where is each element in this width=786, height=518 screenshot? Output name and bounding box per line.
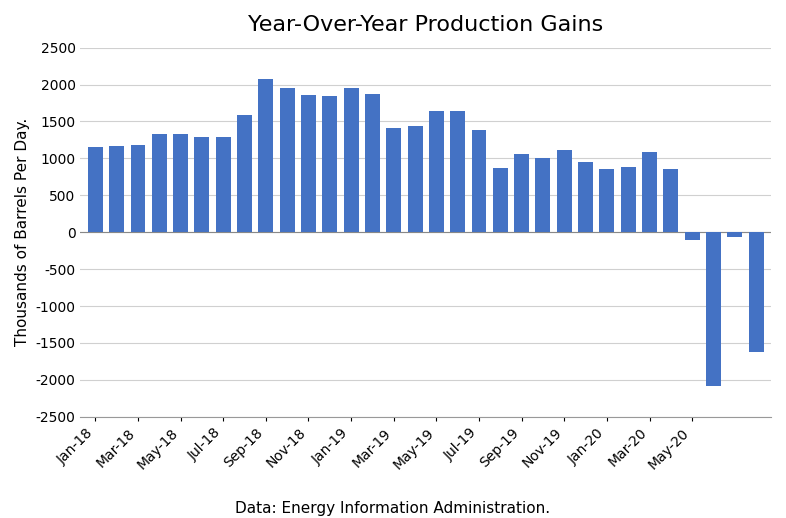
Bar (280, 88, 295, 232)
Bar (259, 79, 274, 232)
Bar (194, 137, 209, 232)
Bar (322, 96, 337, 232)
Bar (578, 162, 593, 232)
Title: Year-Over-Year Production Gains: Year-Over-Year Production Gains (248, 15, 604, 35)
Bar (237, 115, 252, 232)
Bar (301, 95, 316, 232)
Bar (365, 94, 380, 232)
Bar (706, 232, 721, 386)
Bar (130, 146, 145, 232)
Bar (663, 169, 678, 232)
Bar (173, 134, 188, 232)
Bar (748, 232, 763, 352)
Bar (152, 134, 167, 232)
Bar (727, 232, 742, 237)
Bar (600, 169, 615, 232)
Bar (450, 111, 465, 232)
Bar (621, 166, 636, 232)
Bar (429, 111, 444, 232)
Bar (514, 154, 529, 232)
Bar (472, 130, 487, 232)
Bar (535, 158, 550, 232)
Bar (556, 150, 571, 232)
Bar (685, 232, 700, 240)
Bar (386, 128, 401, 232)
Bar (109, 146, 124, 232)
Bar (408, 125, 423, 232)
Bar (642, 152, 657, 232)
Bar (493, 168, 508, 232)
Y-axis label: Thousands of Barrels Per Day.: Thousands of Barrels Per Day. (15, 118, 30, 347)
Bar (88, 147, 103, 232)
Bar (343, 88, 358, 232)
Bar (216, 137, 230, 232)
Text: Data: Energy Information Administration.: Data: Energy Information Administration. (236, 501, 550, 516)
